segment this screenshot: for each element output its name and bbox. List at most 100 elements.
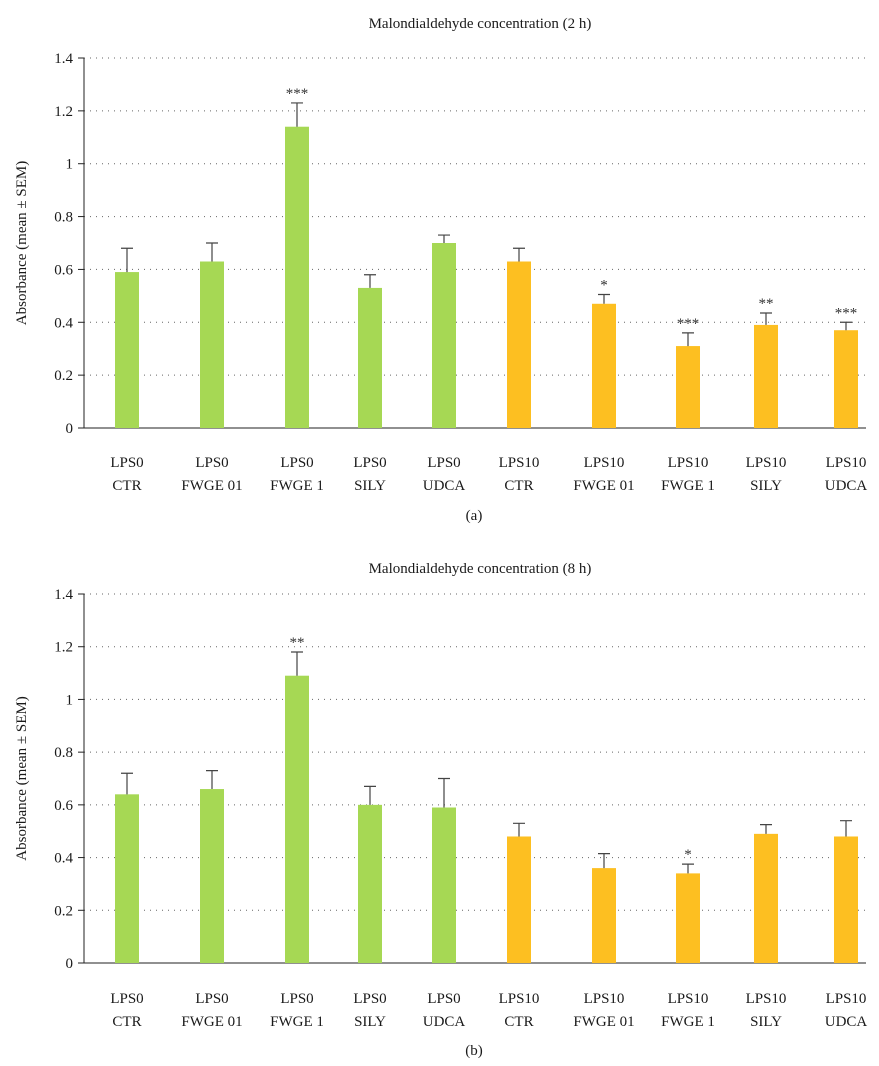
chart-title-b: Malondialdehyde concentration (8 h) bbox=[369, 561, 592, 577]
x-category-label-b-3-line1: LPS0 bbox=[353, 991, 386, 1007]
x-category-label-a-7-line2: FWGE 1 bbox=[661, 478, 715, 494]
bar-b-1 bbox=[200, 789, 224, 963]
significance-label-a-6: * bbox=[600, 278, 608, 294]
x-category-label-b-9-line2: UDCA bbox=[825, 1014, 868, 1030]
y-tick-label-b-2: 0.4 bbox=[54, 851, 73, 867]
significance-label-a-9: *** bbox=[835, 305, 858, 321]
x-category-label-a-4-line1: LPS0 bbox=[427, 455, 460, 471]
significance-label-a-2: *** bbox=[286, 86, 309, 102]
y-tick-label-a-7: 1.4 bbox=[54, 51, 73, 67]
bar-b-8 bbox=[754, 833, 778, 963]
bar-a-0 bbox=[115, 272, 139, 428]
error-bar-a-0 bbox=[121, 247, 133, 273]
error-bar-a-5 bbox=[513, 247, 525, 262]
bar-b-2 bbox=[285, 675, 309, 963]
x-category-label-a-2-line1: LPS0 bbox=[280, 455, 313, 471]
error-bar-a-6 bbox=[598, 293, 610, 304]
y-tick-label-b-0: 0 bbox=[66, 956, 74, 972]
error-bar-b-7 bbox=[682, 863, 694, 874]
y-tick-label-b-7: 1.4 bbox=[54, 587, 73, 603]
x-category-label-b-2-line2: FWGE 1 bbox=[270, 1014, 324, 1030]
x-category-label-a-8-line2: SILY bbox=[750, 478, 782, 494]
error-bar-a-7 bbox=[682, 332, 694, 347]
significance-label-b-2: ** bbox=[290, 635, 305, 651]
x-category-label-a-6-line1: LPS10 bbox=[584, 455, 625, 471]
chart-title-a: Malondialdehyde concentration (2 h) bbox=[369, 16, 592, 32]
x-category-label-b-0-line1: LPS0 bbox=[110, 991, 143, 1007]
significance-label-a-8: ** bbox=[759, 296, 774, 312]
bar-b-3 bbox=[358, 804, 382, 963]
x-category-label-a-3-line2: SILY bbox=[354, 478, 386, 494]
error-bar-b-8 bbox=[760, 824, 772, 834]
x-category-label-a-9-line1: LPS10 bbox=[826, 455, 867, 471]
chart-panel-b: Malondialdehyde concentration (8 h) 0 0.2 0… bbox=[14, 561, 867, 1030]
error-bar-b-3 bbox=[364, 785, 376, 805]
x-category-label-a-8-line1: LPS10 bbox=[746, 455, 787, 471]
error-bar-b-5 bbox=[513, 822, 525, 837]
error-bar-a-4 bbox=[438, 234, 450, 243]
y-tick-label-b-3: 0.6 bbox=[54, 798, 73, 814]
error-bar-b-4 bbox=[438, 777, 450, 808]
bar-a-1 bbox=[200, 261, 224, 428]
x-category-label-b-7-line1: LPS10 bbox=[668, 991, 709, 1007]
bar-a-3 bbox=[358, 287, 382, 428]
bar-a-4 bbox=[432, 243, 456, 428]
x-category-label-a-7-line1: LPS10 bbox=[668, 455, 709, 471]
x-category-label-a-2-line2: FWGE 1 bbox=[270, 478, 324, 494]
x-category-label-a-5-line2: CTR bbox=[504, 478, 533, 494]
error-bar-a-8 bbox=[760, 312, 772, 325]
x-category-label-a-3-line1: LPS0 bbox=[353, 455, 386, 471]
x-category-label-b-3-line2: SILY bbox=[354, 1014, 386, 1030]
y-tick-label-a-2: 0.4 bbox=[54, 315, 73, 331]
panel-label-a: (a) bbox=[466, 508, 483, 524]
x-category-label-a-6-line2: FWGE 01 bbox=[573, 478, 634, 494]
x-category-label-b-5-line1: LPS10 bbox=[499, 991, 540, 1007]
y-tick-label-a-4: 0.8 bbox=[54, 210, 73, 226]
y-tick-label-b-1: 0.2 bbox=[54, 903, 73, 919]
error-bar-b-0 bbox=[121, 772, 133, 795]
panel-label-b: (b) bbox=[465, 1043, 483, 1059]
y-tick-label-a-3: 0.6 bbox=[54, 262, 73, 278]
bar-a-5 bbox=[507, 261, 531, 428]
error-bar-a-3 bbox=[364, 274, 376, 288]
significance-label-a-7: *** bbox=[677, 316, 700, 332]
y-tick-label-b-4: 0.8 bbox=[54, 745, 73, 761]
bar-a-7 bbox=[676, 346, 700, 428]
error-bar-b-6 bbox=[598, 853, 610, 869]
error-bar-a-2 bbox=[291, 102, 303, 127]
bar-b-0 bbox=[115, 794, 139, 963]
y-tick-label-a-0: 0 bbox=[66, 421, 74, 437]
x-category-label-b-8-line1: LPS10 bbox=[746, 991, 787, 1007]
x-category-label-b-6-line2: FWGE 01 bbox=[573, 1014, 634, 1030]
bar-a-6 bbox=[592, 303, 616, 428]
bar-b-9 bbox=[834, 836, 858, 963]
x-category-label-b-1-line1: LPS0 bbox=[195, 991, 228, 1007]
x-category-label-b-2-line1: LPS0 bbox=[280, 991, 313, 1007]
bar-b-5 bbox=[507, 836, 531, 963]
x-category-label-a-1-line1: LPS0 bbox=[195, 455, 228, 471]
bar-b-4 bbox=[432, 807, 456, 963]
chart-panel-a: Malondialdehyde concentration (2 h) 0 0.2 0… bbox=[14, 16, 867, 494]
x-category-label-a-4-line2: UDCA bbox=[423, 478, 466, 494]
x-category-label-b-8-line2: SILY bbox=[750, 1014, 782, 1030]
x-category-label-b-0-line2: CTR bbox=[112, 1014, 141, 1030]
x-category-label-a-9-line2: UDCA bbox=[825, 478, 868, 494]
bar-a-9 bbox=[834, 330, 858, 428]
x-category-label-b-9-line1: LPS10 bbox=[826, 991, 867, 1007]
bar-b-7 bbox=[676, 873, 700, 963]
x-category-label-b-1-line2: FWGE 01 bbox=[181, 1014, 242, 1030]
x-category-label-b-7-line2: FWGE 1 bbox=[661, 1014, 715, 1030]
x-category-label-a-0-line1: LPS0 bbox=[110, 455, 143, 471]
bar-a-8 bbox=[754, 324, 778, 428]
x-category-label-a-0-line2: CTR bbox=[112, 478, 141, 494]
y-axis-label-a: Absorbance (mean ± SEM) bbox=[14, 161, 30, 325]
x-category-label-b-4-line2: UDCA bbox=[423, 1014, 466, 1030]
y-tick-label-b-5: 1 bbox=[66, 692, 74, 708]
y-axis-label-b: Absorbance (mean ± SEM) bbox=[14, 696, 30, 860]
error-bar-b-9 bbox=[840, 820, 852, 837]
y-tick-label-b-6: 1.2 bbox=[54, 640, 73, 656]
x-category-label-b-6-line1: LPS10 bbox=[584, 991, 625, 1007]
error-bar-a-9 bbox=[840, 321, 852, 331]
x-category-label-b-5-line2: CTR bbox=[504, 1014, 533, 1030]
y-tick-label-a-1: 0.2 bbox=[54, 368, 73, 384]
